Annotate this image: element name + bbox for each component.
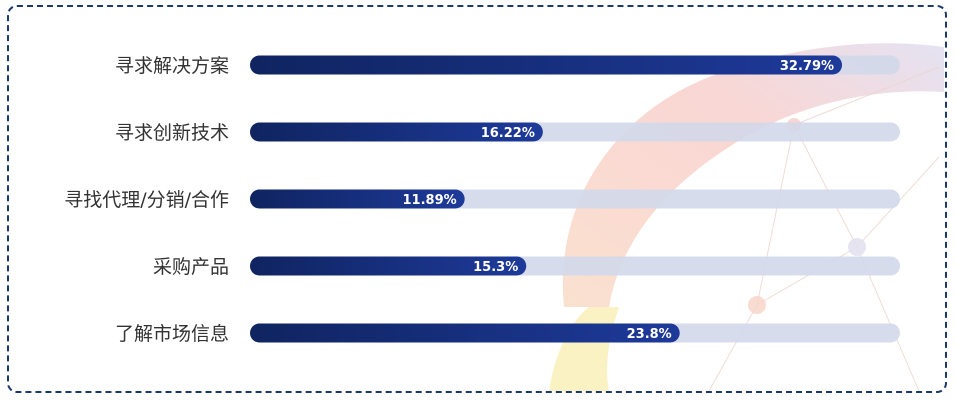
bar [250, 55, 843, 75]
category-label: 寻求创新技术 [115, 122, 229, 144]
bar [250, 122, 543, 142]
value-label: 16.22% [481, 126, 535, 141]
bar [250, 189, 465, 209]
value-label: 15.3% [473, 260, 518, 275]
bar [250, 323, 680, 343]
value-label: 32.79% [780, 59, 834, 74]
category-label: 采购产品 [153, 256, 229, 278]
bar-chart: 寻求解决方案 32.79% 寻求创新技术 16.22% 寻找代理/分销/合作 11.89%… [64, 55, 900, 345]
category-label: 寻找代理/分销/合作 [64, 189, 229, 211]
category-label: 寻求解决方案 [115, 55, 229, 77]
value-label: 11.89% [403, 193, 457, 208]
value-label: 23.8% [627, 327, 672, 342]
bar [250, 256, 527, 276]
chart-frame: 寻求解决方案 32.79% 寻求创新技术 16.22% 寻找代理/分销/合作 11.89%… [7, 5, 947, 393]
category-label: 了解市场信息 [115, 323, 229, 345]
